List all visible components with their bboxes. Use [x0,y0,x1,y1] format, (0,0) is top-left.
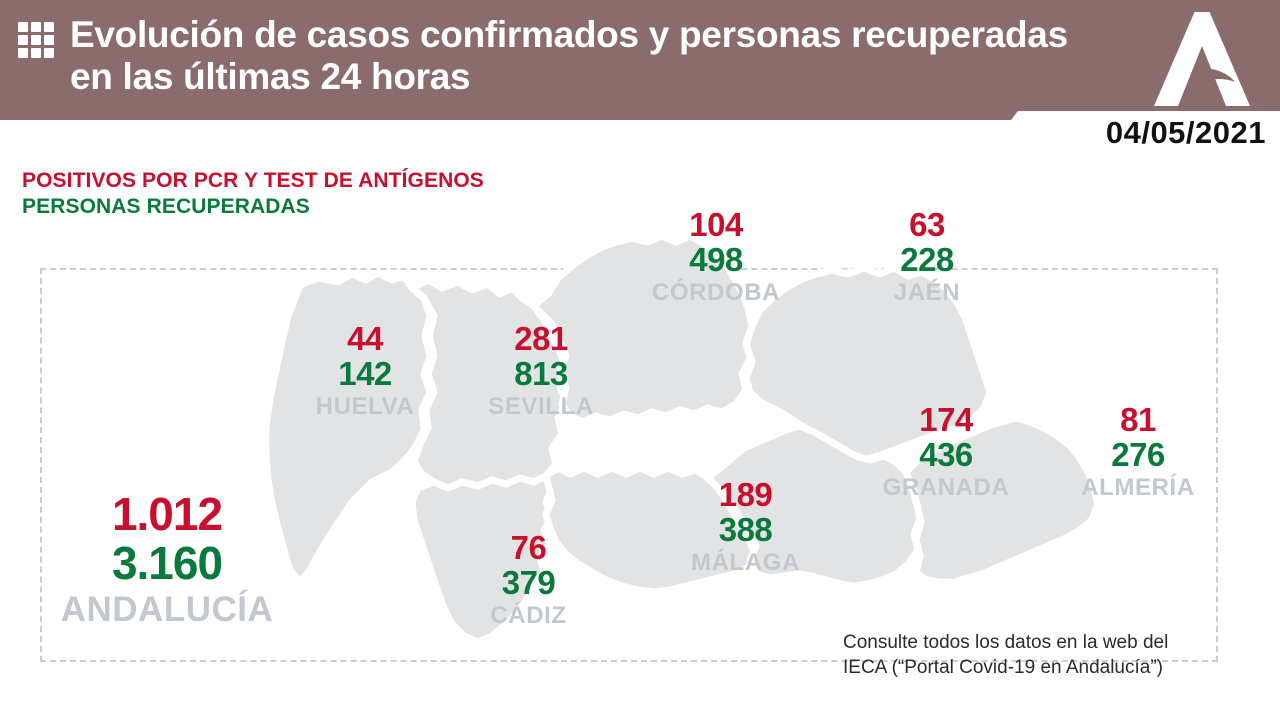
jaen-recovered: 228 [900,240,954,278]
cadiz-positives: 76 [510,529,547,566]
map-region-huelva [262,269,434,586]
granada-recovered: 436 [919,435,973,473]
sevilla-positives: 281 [514,320,568,357]
legend: POSITIVOS POR PCR Y TEST DE ANTÍGENOS PE… [22,168,484,221]
map-region-jaen [742,264,994,464]
sevilla-recovered: 813 [514,354,568,392]
province-label-jaen: 63 228 JAÉN [862,206,992,307]
date-value: 04/05/2021 [1105,115,1266,150]
province-label-sevilla: 281 813 SEVILLA [476,320,606,421]
huelva-positives: 44 [347,320,383,357]
province-label-malaga: 189 388 MÁLAGA [678,476,813,577]
province-label-cordoba: 104 498 CÓRDOBA [641,206,791,307]
footnote: Consulte todos los datos en la web del I… [843,630,1243,681]
sevilla-name: SEVILLA [488,392,594,420]
andalucia-map [0,130,1280,719]
granada-name: GRANADA [882,473,1010,501]
almeria-recovered: 276 [1111,435,1165,473]
cordoba-recovered: 498 [689,240,743,278]
legend-item-positives: POSITIVOS POR PCR Y TEST DE ANTÍGENOS [22,169,484,192]
footnote-line-2: IECA (“Portal Covid-19 en Andalucía”) [843,657,1163,679]
date-ribbon: 04/05/2021 [984,111,1280,155]
header-inner: Evolución de casos confirmados y persona… [18,14,1110,98]
legend-item-recovered: PERSONAS RECUPERADAS [22,195,310,219]
andalucia-recovered: 3.160 [111,536,223,589]
map-region-cordoba [530,232,756,426]
province-label-huelva: 44 142 HUELVA [300,320,430,421]
cadiz-recovered: 379 [501,563,556,601]
huelva-recovered: 142 [338,354,392,392]
province-label-almeria: 81 276 ALMERÍA [1068,401,1208,502]
huelva-name: HUELVA [315,392,415,420]
cordoba-name: CÓRDOBA [651,278,781,306]
almeria-positives: 81 [1120,401,1156,438]
junta-de-andalucia-logo [1154,12,1250,106]
andalucia-name: ANDALUCÍA [60,589,274,629]
cadiz-name: CÁDIZ [490,601,567,629]
province-label-cadiz: 76 379 CÁDIZ [466,529,591,630]
province-label-granada: 174 436 GRANADA [872,401,1020,502]
total-label-andalucia: 1.012 3.160 ANDALUCÍA [22,490,312,630]
grid-3x3-icon [18,22,54,58]
map-region-almeria [902,414,1102,586]
jaen-positives: 63 [909,206,945,243]
header-band: Evolución de casos confirmados y persona… [0,0,1280,120]
malaga-positives: 189 [718,476,773,513]
footnote-line-1: Consulte todos los datos en la web del [843,632,1169,653]
andalucia-positives: 1.012 [111,488,223,540]
map-region-cadiz [408,472,556,646]
granada-positives: 174 [919,401,973,438]
malaga-name: MÁLAGA [691,548,800,576]
cordoba-positives: 104 [689,206,743,243]
malaga-recovered: 388 [718,510,773,548]
almeria-name: ALMERÍA [1081,473,1195,501]
jaen-name: JAÉN [893,278,961,306]
page-title: Evolución de casos confirmados y persona… [70,14,1068,98]
